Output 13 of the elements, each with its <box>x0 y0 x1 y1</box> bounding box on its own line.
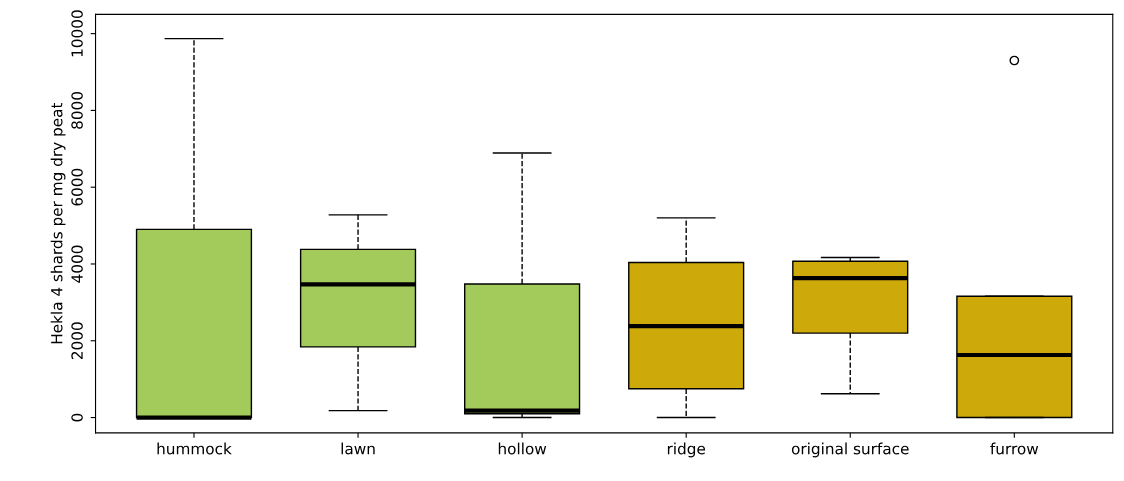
x-tick-label: ridge <box>667 442 706 458</box>
x-tick-label: hummock <box>157 442 232 455</box>
x-tick-label: lawn <box>341 442 375 455</box>
y-tick-label: 8000 <box>71 91 83 129</box>
x-tick-label: hollow <box>498 442 547 455</box>
y-axis-title: Hekla 4 shards per mg dry peat <box>50 102 66 344</box>
y-tick-label: 10000 <box>71 10 83 57</box>
y-tick-label: 2000 <box>71 322 83 360</box>
y-tick-label: 4000 <box>71 245 83 283</box>
y-tick-label: 0 <box>71 413 83 422</box>
x-tick-label: furrow <box>990 442 1039 455</box>
y-tick-label: 6000 <box>71 168 83 206</box>
x-tick-label: original surface <box>791 442 909 458</box>
